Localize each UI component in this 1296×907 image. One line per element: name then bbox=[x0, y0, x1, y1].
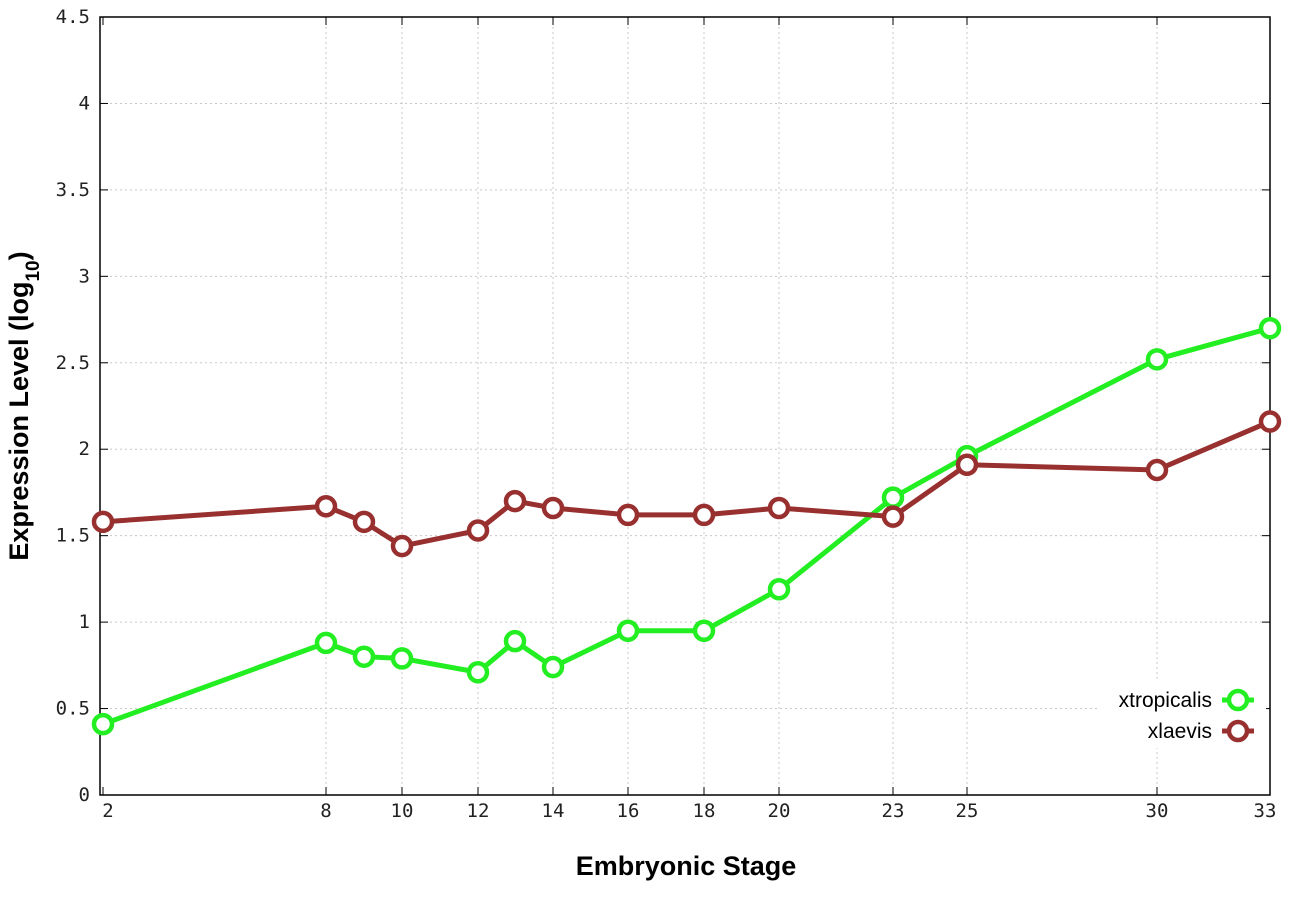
grid bbox=[100, 17, 1270, 795]
y-axis-title-close: ) bbox=[4, 251, 34, 260]
data-point bbox=[390, 647, 414, 670]
legend-marker bbox=[1226, 719, 1250, 743]
series-layer bbox=[91, 316, 1282, 736]
series-line bbox=[102, 419, 1271, 549]
data-point bbox=[466, 519, 490, 542]
data-point bbox=[314, 631, 338, 655]
data-point bbox=[616, 619, 640, 643]
x-tick-label: 14 bbox=[542, 800, 565, 822]
data-point bbox=[692, 619, 716, 643]
data-point bbox=[390, 534, 414, 558]
x-tick-label: 2 bbox=[102, 800, 113, 822]
legend-label: xlaevis bbox=[1148, 720, 1212, 743]
y-tick-label: 2 bbox=[79, 438, 90, 460]
y-tick-label: 3 bbox=[79, 265, 90, 287]
data-point bbox=[692, 503, 716, 527]
legend-marker bbox=[1226, 688, 1250, 712]
data-point bbox=[1258, 316, 1282, 340]
x-tick-label: 16 bbox=[617, 800, 640, 822]
x-tick-label: 18 bbox=[693, 800, 716, 822]
y-tick-label: 4.5 bbox=[56, 6, 90, 28]
y-axis-title-subscript: 10 bbox=[23, 260, 44, 281]
y-tick-label: 0.5 bbox=[56, 698, 90, 720]
legend: xtropicalis xlaevis bbox=[1098, 680, 1266, 748]
data-point bbox=[1258, 410, 1282, 433]
x-tick-label: 30 bbox=[1146, 800, 1169, 822]
data-point bbox=[352, 645, 376, 668]
data-point bbox=[767, 578, 791, 601]
x-tick-label: 33 bbox=[1254, 800, 1277, 822]
data-point bbox=[616, 503, 640, 527]
data-point bbox=[767, 496, 791, 520]
data-point bbox=[314, 495, 338, 518]
data-point bbox=[541, 655, 565, 679]
data-point bbox=[1145, 348, 1169, 371]
y-tick-label: 3.5 bbox=[56, 179, 90, 201]
x-tick-label: 8 bbox=[320, 800, 331, 822]
data-point bbox=[1145, 458, 1169, 482]
y-axis-title: Expression Level (log10) bbox=[4, 251, 44, 560]
x-tick-label: 20 bbox=[768, 800, 791, 822]
axes: 0 0.5 1 1.5 2 2.5 3 3.5 4 4.5 2 8 10 12 14 16 18 20 23 25 30… bbox=[56, 6, 1277, 822]
y-tick-label: 1.5 bbox=[56, 525, 90, 547]
series-xtropicalis bbox=[91, 316, 1282, 736]
series-line bbox=[102, 325, 1271, 727]
legend-label: xtropicalis bbox=[1119, 689, 1212, 712]
data-point bbox=[881, 486, 905, 509]
x-tick-label: 12 bbox=[467, 800, 490, 822]
x-axis-title: Embryonic Stage bbox=[576, 851, 797, 881]
y-tick-label: 0 bbox=[79, 784, 90, 806]
x-tick-label: 25 bbox=[956, 800, 979, 822]
data-point bbox=[955, 453, 979, 477]
y-tick-label: 4 bbox=[79, 92, 90, 114]
plot-frame bbox=[99, 16, 1271, 796]
x-tick-label: 23 bbox=[882, 800, 905, 822]
data-point bbox=[91, 712, 115, 736]
data-point bbox=[881, 505, 905, 528]
data-point bbox=[466, 660, 490, 684]
data-point bbox=[541, 496, 565, 520]
x-tick-label: 10 bbox=[391, 800, 414, 822]
data-point bbox=[352, 510, 376, 534]
data-point bbox=[503, 489, 527, 513]
y-tick-label: 1 bbox=[79, 611, 90, 633]
data-point bbox=[503, 629, 527, 653]
series-xlaevis bbox=[91, 410, 1282, 558]
y-tick-label: 2.5 bbox=[56, 352, 90, 374]
data-point bbox=[91, 510, 115, 534]
y-axis-title-main: Expression Level (log bbox=[4, 282, 34, 561]
